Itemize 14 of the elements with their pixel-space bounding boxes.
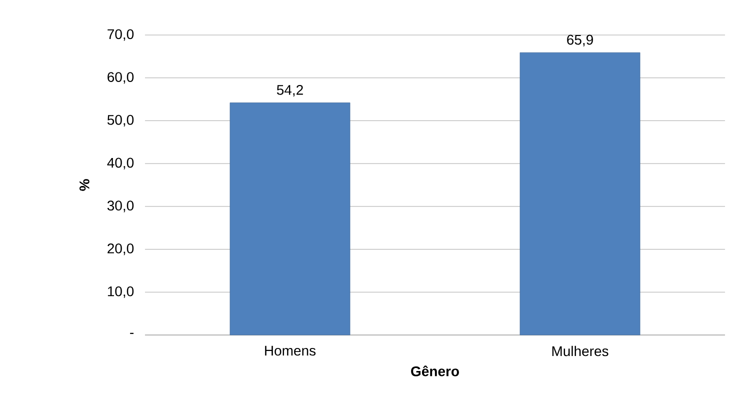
y-tick-label: 10,0 <box>108 286 134 298</box>
y-tick-label: - <box>130 332 134 334</box>
x-tick-label: Mulheres <box>552 346 608 356</box>
y-tick-label: 20,0 <box>108 243 134 256</box>
data-label: 65,9 <box>567 34 593 46</box>
y-tick-label: 40,0 <box>107 158 134 170</box>
y-tick-label: 30,0 <box>107 200 134 212</box>
y-tick-label: 50,0 <box>107 114 134 126</box>
x-tick-label: Homens <box>265 346 316 356</box>
x-axis-title: Gênero <box>411 366 459 376</box>
data-label: 54,2 <box>276 84 303 97</box>
y-tick-label: 60,0 <box>108 72 134 84</box>
y-tick-label: 70,0 <box>108 29 134 41</box>
y-axis-title: % <box>80 179 90 191</box>
